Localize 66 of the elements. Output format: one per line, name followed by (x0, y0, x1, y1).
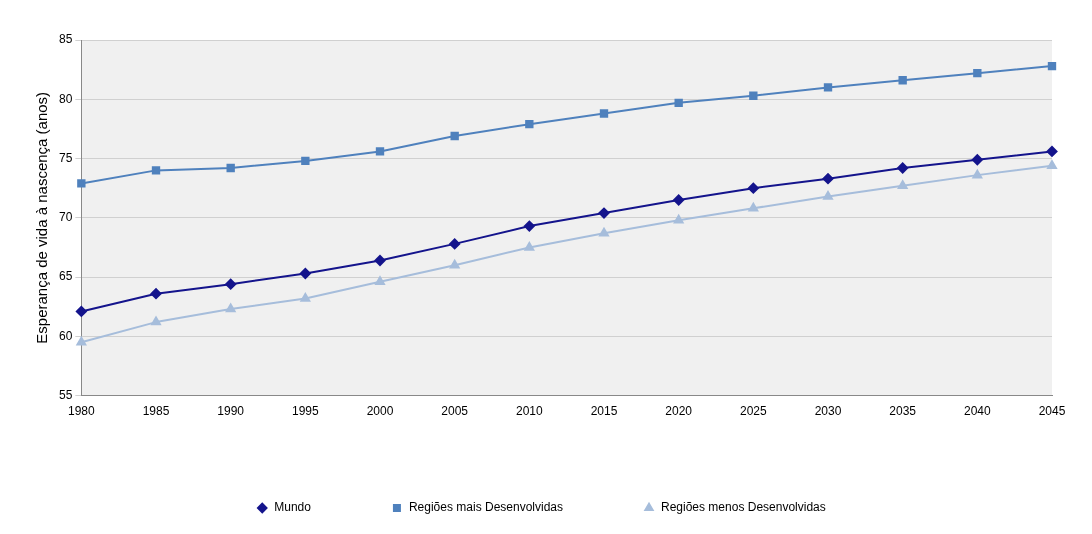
point (449, 259, 460, 269)
x-tick-label: 2035 (889, 404, 917, 419)
point (1047, 160, 1057, 169)
point (375, 147, 385, 156)
point (1047, 61, 1057, 71)
x-tick-label: 1995 (291, 404, 320, 419)
x-tick-label: 2010 (515, 404, 544, 419)
y-axis-title: Esperança de vida à nascença (anos) (33, 91, 51, 344)
point (77, 179, 86, 188)
point (375, 276, 385, 286)
point (225, 303, 236, 313)
point (225, 278, 237, 290)
point (524, 241, 535, 251)
x-tick-label: 2045 (1038, 404, 1066, 419)
point (749, 91, 758, 100)
point (823, 190, 833, 200)
point (897, 180, 908, 190)
point (599, 227, 609, 237)
point (450, 131, 459, 141)
point (673, 194, 685, 206)
point (301, 156, 310, 166)
point (897, 162, 909, 174)
y-tick-label: 65 (58, 269, 73, 284)
x-tick-label: 2025 (739, 404, 768, 419)
point (1046, 145, 1058, 157)
point (449, 238, 461, 250)
y-tick-label: 85 (58, 32, 73, 47)
point (973, 69, 982, 78)
legend-label: Regiões mais Desenvolvidas (408, 500, 564, 515)
point (823, 83, 833, 92)
x-tick-label: 2020 (665, 404, 693, 419)
point (898, 76, 907, 85)
point (150, 288, 162, 300)
point (972, 169, 983, 179)
point (300, 292, 311, 302)
x-tick-label: 2015 (590, 404, 618, 419)
legend-label: Regiões menos Desenvolvidas (661, 500, 826, 515)
point (75, 305, 87, 317)
point (151, 316, 161, 326)
point (673, 214, 684, 224)
point (599, 109, 609, 118)
point (299, 268, 311, 280)
point (374, 254, 386, 266)
point (523, 220, 535, 232)
point (748, 202, 759, 212)
point (525, 119, 534, 129)
legend-label: Mundo (274, 500, 312, 515)
point (674, 98, 683, 108)
point (971, 154, 983, 166)
point (226, 163, 235, 173)
x-tick-label: 2040 (963, 404, 991, 419)
y-tick-label: 75 (58, 150, 73, 165)
x-tick-label: 2005 (441, 404, 469, 419)
x-tick-label: 1990 (217, 404, 245, 419)
x-tick-label: 2000 (366, 404, 394, 419)
y-tick-label: 80 (58, 91, 73, 106)
x-tick-label: 1985 (142, 404, 170, 419)
point (151, 166, 161, 175)
y-tick-label: 60 (58, 328, 73, 343)
point (598, 207, 610, 219)
x-tick-label: 1980 (68, 404, 96, 419)
y-tick-label: 70 (58, 210, 73, 225)
point (822, 173, 834, 185)
y-tick-label: 55 (58, 387, 73, 402)
x-tick-label: 2030 (814, 404, 842, 419)
point (747, 182, 759, 194)
